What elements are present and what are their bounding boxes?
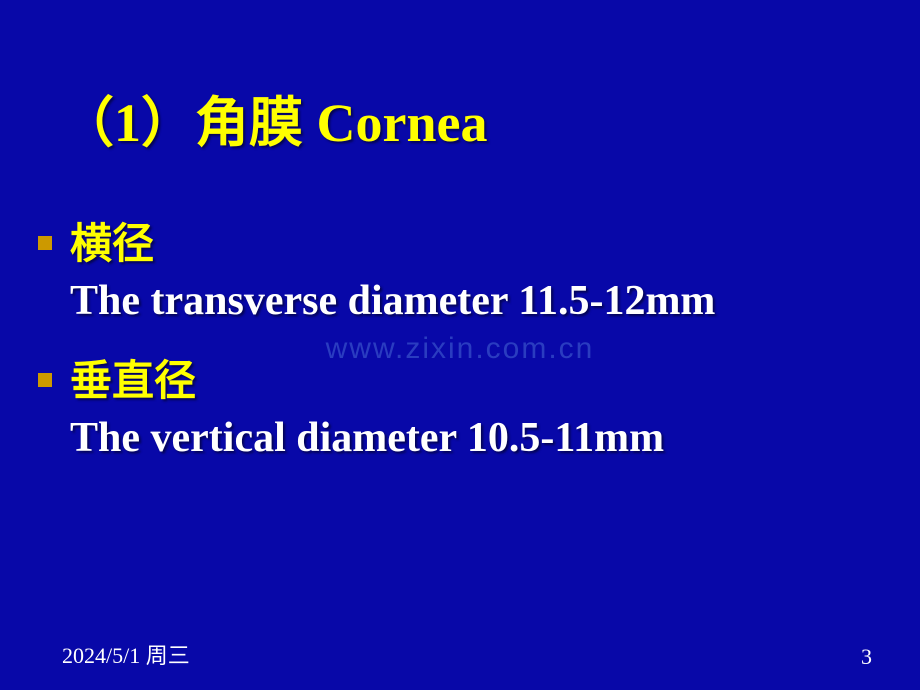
bullet-detail: The vertical diameter 10.5-11mm xyxy=(70,414,880,462)
bullet-icon xyxy=(38,373,52,387)
bullet-label: 垂直径 xyxy=(70,347,196,408)
bullet-detail: The transverse diameter 11.5-12mm xyxy=(70,277,880,325)
bullet-icon xyxy=(38,236,52,250)
list-item: 横径 xyxy=(38,210,880,271)
footer-date: 2024/5/1 周三 xyxy=(62,638,190,670)
slide-title: （1）角膜 Cornea xyxy=(60,78,487,157)
bullet-label: 横径 xyxy=(70,210,154,271)
slide: （1）角膜 Cornea www.zixin.com.cn 横径 The tra… xyxy=(0,0,920,690)
slide-content: 横径 The transverse diameter 11.5-12mm 垂直径… xyxy=(38,210,880,484)
list-item: 垂直径 xyxy=(38,347,880,408)
footer-page-number: 3 xyxy=(861,644,872,670)
